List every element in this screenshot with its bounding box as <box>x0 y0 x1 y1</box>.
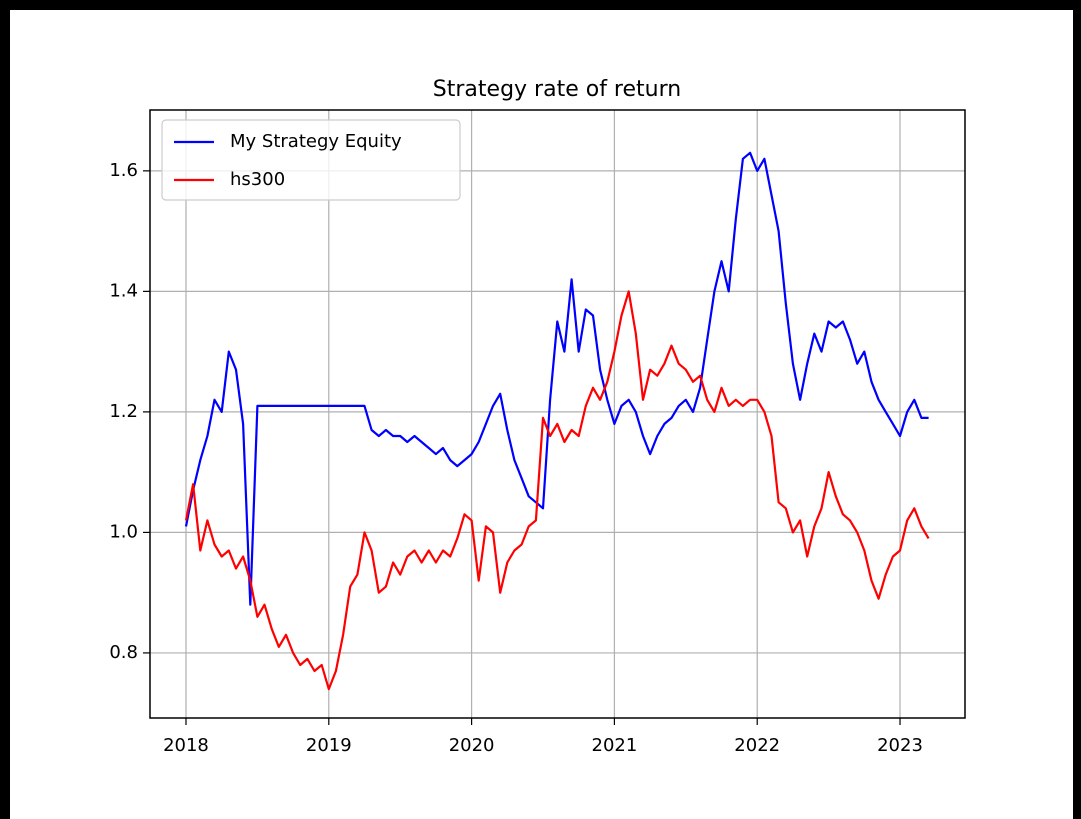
plot-frame <box>149 109 966 719</box>
x-tick-label: 2018 <box>163 735 209 756</box>
legend-label: hs300 <box>230 169 285 190</box>
frame-top <box>0 0 1081 10</box>
x-tick-label: 2023 <box>877 735 923 756</box>
legend-box <box>161 119 461 201</box>
y-tick-label: 1.6 <box>109 160 138 181</box>
chart-title: Strategy rate of return <box>433 77 681 102</box>
x-tick-label: 2020 <box>449 735 495 756</box>
y-tick-label: 1.2 <box>109 401 138 422</box>
y-tick-label: 1.0 <box>109 521 138 542</box>
series-line <box>184 151 929 606</box>
frame-left <box>0 0 10 819</box>
x-tick-label: 2022 <box>734 735 780 756</box>
series-line <box>184 290 930 691</box>
x-tick-label: 2019 <box>306 735 352 756</box>
x-tick-label: 2021 <box>592 735 638 756</box>
y-tick-label: 0.8 <box>109 642 138 663</box>
frame-right <box>1073 0 1081 819</box>
legend-label: My Strategy Equity <box>230 131 402 152</box>
y-tick-label: 1.4 <box>109 280 138 301</box>
